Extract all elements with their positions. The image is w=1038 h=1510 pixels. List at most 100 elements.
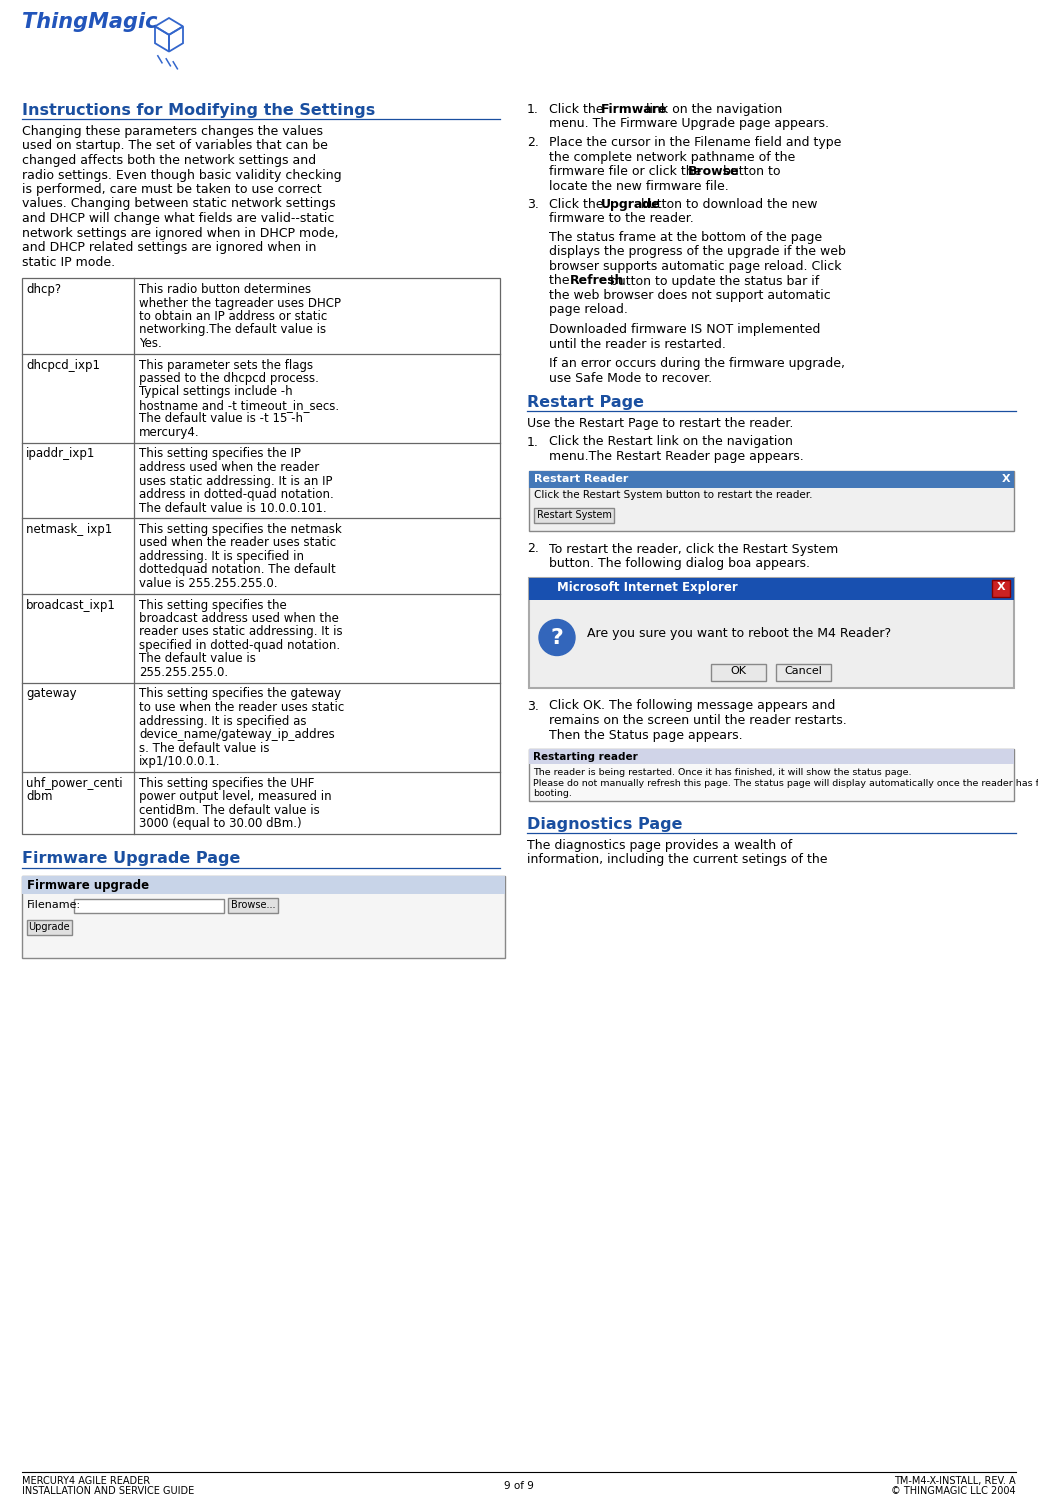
Bar: [534, 507, 614, 522]
Text: This parameter sets the flags: This parameter sets the flags: [139, 358, 313, 371]
Text: changed affects both the network settings and: changed affects both the network setting…: [22, 154, 317, 168]
Text: browser supports automatic page reload. Click: browser supports automatic page reload. …: [549, 260, 842, 273]
Text: Refresh: Refresh: [570, 275, 624, 287]
Bar: [27, 920, 72, 935]
Text: gateway: gateway: [26, 687, 77, 701]
Text: static IP mode.: static IP mode.: [22, 255, 115, 269]
Text: © THINGMAGIC LLC 2004: © THINGMAGIC LLC 2004: [892, 1486, 1016, 1496]
Text: Restart Reader: Restart Reader: [534, 474, 628, 483]
Text: Firmware Upgrade Page: Firmware Upgrade Page: [22, 852, 241, 867]
Text: device_name/gateway_ip_addres: device_name/gateway_ip_addres: [139, 728, 334, 741]
Text: the complete network pathname of the: the complete network pathname of the: [549, 151, 795, 163]
Text: used on startup. The set of variables that can be: used on startup. The set of variables th…: [22, 139, 328, 153]
Bar: [228, 897, 278, 912]
Text: Downloaded firmware IS NOT implemented: Downloaded firmware IS NOT implemented: [549, 323, 820, 337]
Text: to use when the reader uses static: to use when the reader uses static: [139, 701, 345, 714]
Text: ThingMagic: ThingMagic: [22, 12, 158, 32]
Bar: [529, 471, 1014, 530]
Text: hostname and -t timeout_in_secs.: hostname and -t timeout_in_secs.: [139, 399, 339, 412]
Text: Cancel: Cancel: [784, 666, 822, 676]
Text: ?: ?: [550, 628, 564, 648]
Text: If an error occurs during the firmware upgrade,: If an error occurs during the firmware u…: [549, 356, 845, 370]
Bar: [529, 749, 1014, 800]
Text: address in dotted-quad notation.: address in dotted-quad notation.: [139, 488, 334, 501]
Text: This setting specifies the netmask: This setting specifies the netmask: [139, 522, 342, 536]
Text: TM-M4-X-INSTALL, REV. A: TM-M4-X-INSTALL, REV. A: [895, 1475, 1016, 1486]
Text: Click the: Click the: [549, 103, 607, 116]
Text: This setting specifies the gateway: This setting specifies the gateway: [139, 687, 342, 701]
Text: network settings are ignored when in DHCP mode,: network settings are ignored when in DHC…: [22, 226, 338, 240]
Text: Use the Restart Page to restart the reader.: Use the Restart Page to restart the read…: [527, 417, 793, 430]
Text: Microsoft Internet Explorer: Microsoft Internet Explorer: [557, 581, 738, 595]
Text: Upgrade: Upgrade: [601, 198, 660, 211]
Text: to obtain an IP address or static: to obtain an IP address or static: [139, 310, 327, 323]
Bar: [22, 876, 506, 894]
Text: Instructions for Modifying the Settings: Instructions for Modifying the Settings: [22, 103, 376, 118]
Text: radio settings. Even though basic validity checking: radio settings. Even though basic validi…: [22, 169, 342, 181]
Text: Filename:: Filename:: [27, 900, 81, 909]
Text: addressing. It is specified as: addressing. It is specified as: [139, 714, 306, 728]
Text: remains on the screen until the reader restarts.: remains on the screen until the reader r…: [549, 714, 847, 726]
Text: Firmware: Firmware: [601, 103, 666, 116]
Text: Click OK. The following message appears and: Click OK. The following message appears …: [549, 699, 836, 713]
Text: and DHCP related settings are ignored when in: and DHCP related settings are ignored wh…: [22, 242, 317, 254]
Text: The reader is being restarted. Once it has finished, it will show the status pag: The reader is being restarted. Once it h…: [532, 769, 911, 778]
Text: booting.: booting.: [532, 790, 572, 797]
Text: centidBm. The default value is: centidBm. The default value is: [139, 803, 320, 817]
Text: 3000 (equal to 30.00 dBm.): 3000 (equal to 30.00 dBm.): [139, 817, 302, 831]
Text: 1.: 1.: [527, 103, 539, 116]
Text: X: X: [1002, 474, 1010, 483]
Text: The default value is: The default value is: [139, 652, 256, 666]
Text: dbm: dbm: [26, 790, 53, 803]
Text: 3.: 3.: [527, 699, 539, 713]
Text: dhcp?: dhcp?: [26, 282, 61, 296]
Text: use Safe Mode to recover.: use Safe Mode to recover.: [549, 371, 712, 385]
Text: page reload.: page reload.: [549, 304, 628, 317]
Bar: [22, 278, 500, 834]
Text: This setting specifies the IP: This setting specifies the IP: [139, 447, 301, 461]
Text: 9 of 9: 9 of 9: [504, 1481, 534, 1490]
Text: Browse...: Browse...: [230, 900, 275, 911]
Text: Firmware upgrade: Firmware upgrade: [27, 879, 149, 891]
Text: locate the new firmware file.: locate the new firmware file.: [549, 180, 729, 192]
Text: menu. The Firmware Upgrade page appears.: menu. The Firmware Upgrade page appears.: [549, 118, 829, 130]
Text: Then the Status page appears.: Then the Status page appears.: [549, 728, 742, 741]
Text: netmask_ ixp1: netmask_ ixp1: [26, 522, 112, 536]
Bar: [74, 898, 224, 912]
Text: OK: OK: [730, 666, 746, 676]
Text: specified in dotted-quad notation.: specified in dotted-quad notation.: [139, 639, 340, 652]
Text: To restart the reader, click the Restart System: To restart the reader, click the Restart…: [549, 542, 839, 556]
Text: This radio button determines: This radio button determines: [139, 282, 311, 296]
Circle shape: [539, 619, 575, 655]
Text: used when the reader uses static: used when the reader uses static: [139, 536, 336, 550]
Text: INSTALLATION AND SERVICE GUIDE: INSTALLATION AND SERVICE GUIDE: [22, 1486, 194, 1496]
Text: This setting specifies the: This setting specifies the: [139, 598, 286, 612]
Text: The default value is -t 15 -h: The default value is -t 15 -h: [139, 412, 303, 426]
Text: the: the: [549, 275, 574, 287]
Text: Place the cursor in the Filename field and type: Place the cursor in the Filename field a…: [549, 136, 842, 149]
Text: 1.: 1.: [527, 435, 539, 448]
Bar: [529, 471, 1014, 488]
Text: information, including the current setings of the: information, including the current setin…: [527, 853, 827, 867]
Text: 3.: 3.: [527, 198, 539, 211]
Text: firmware file or click the: firmware file or click the: [549, 165, 706, 178]
Text: dottedquad notation. The default: dottedquad notation. The default: [139, 563, 335, 577]
Text: s. The default value is: s. The default value is: [139, 741, 270, 755]
Text: X: X: [996, 583, 1006, 592]
Bar: [711, 663, 766, 681]
Text: uses static addressing. It is an IP: uses static addressing. It is an IP: [139, 474, 332, 488]
Text: Click the Restart System button to restart the reader.: Click the Restart System button to resta…: [534, 491, 813, 500]
Text: Restarting reader: Restarting reader: [532, 752, 637, 763]
Text: Changing these parameters changes the values: Changing these parameters changes the va…: [22, 125, 323, 137]
Text: Yes.: Yes.: [139, 337, 162, 350]
Text: networking.The default value is: networking.The default value is: [139, 323, 326, 337]
Text: link on the navigation: link on the navigation: [641, 103, 782, 116]
Text: The diagnostics page provides a wealth of: The diagnostics page provides a wealth o…: [527, 840, 792, 852]
Text: Please do not manually refresh this page. The status page will display automatic: Please do not manually refresh this page…: [532, 779, 1038, 788]
Bar: [776, 663, 831, 681]
Text: MERCURY4 AGILE READER: MERCURY4 AGILE READER: [22, 1475, 151, 1486]
Text: whether the tagreader uses DHCP: whether the tagreader uses DHCP: [139, 296, 342, 310]
Text: Restart System: Restart System: [537, 509, 611, 519]
Text: Upgrade: Upgrade: [28, 923, 70, 932]
Bar: [529, 577, 1014, 599]
